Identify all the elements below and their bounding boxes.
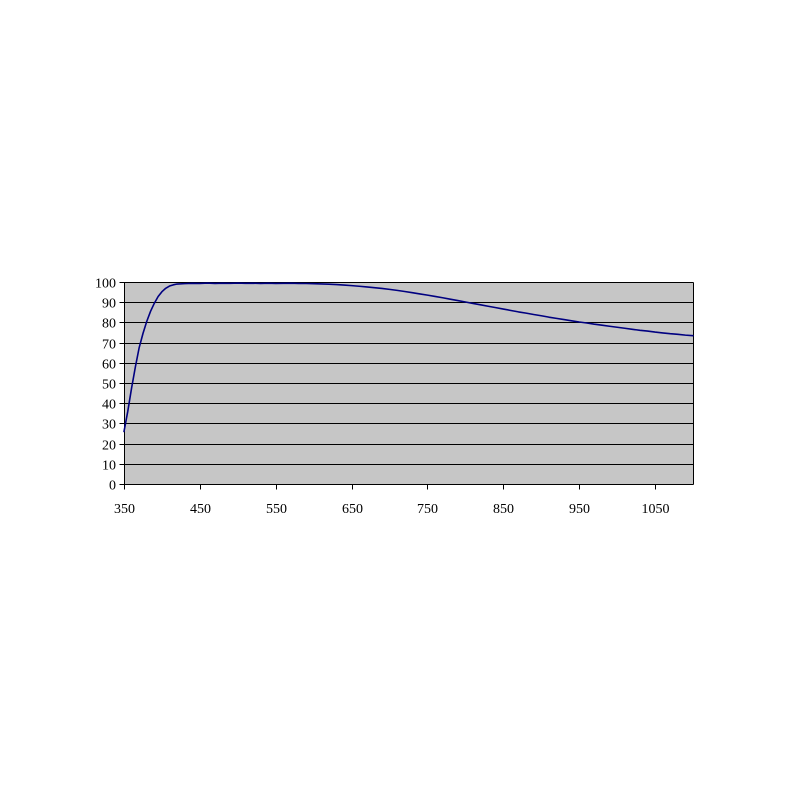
y-axis-tick-label: 100 (95, 277, 116, 292)
x-axis-tick-label: 550 (266, 502, 287, 517)
y-axis-tick-label: 0 (109, 479, 116, 494)
y-axis-tick-label: 20 (102, 439, 116, 454)
x-axis-tick-label: 950 (569, 502, 590, 517)
y-axis-tick-label: 30 (102, 418, 116, 433)
series-line-transmission-curve (123, 282, 694, 433)
y-axis-tick-label: 80 (102, 317, 116, 332)
x-axis-tick-label: 850 (493, 502, 514, 517)
x-axis-tick-label: 350 (114, 502, 135, 517)
y-axis-tick-label: 40 (102, 398, 116, 413)
x-axis-tick-label: 1050 (642, 502, 670, 517)
x-axis-tick-label: 650 (342, 502, 363, 517)
y-axis-tick-label: 60 (102, 358, 116, 373)
x-axis-tick-label: 750 (417, 502, 438, 517)
x-axis-tick-label: 450 (190, 502, 211, 517)
y-axis-tick-label: 50 (102, 378, 116, 393)
y-axis-tick-label: 10 (102, 459, 116, 474)
y-axis-tick-label: 70 (102, 338, 116, 353)
y-axis-tick-label: 90 (102, 297, 116, 312)
